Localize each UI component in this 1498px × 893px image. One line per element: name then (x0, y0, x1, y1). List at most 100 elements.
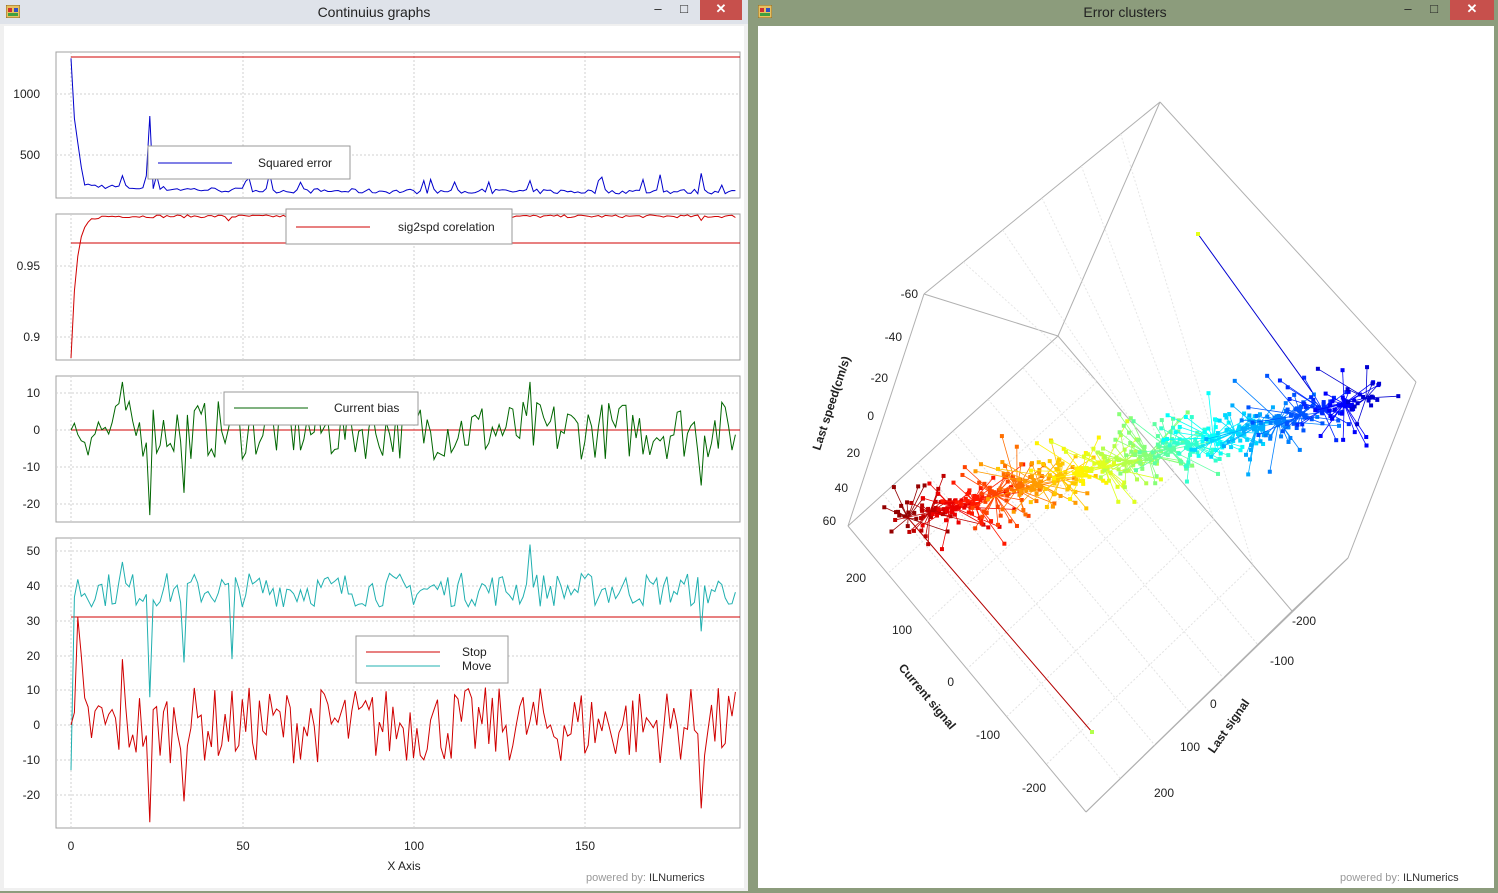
cluster-point (1246, 472, 1250, 476)
cluster-point (1162, 438, 1166, 442)
cluster-point (1156, 434, 1160, 438)
y-tick-label: -200 (1292, 614, 1316, 628)
cluster-point (1125, 419, 1129, 423)
legend-label: sig2spd corelation (398, 220, 495, 234)
y-tick-label: 0 (1210, 697, 1217, 711)
cluster-point (1213, 417, 1217, 421)
3d-cluster-plot[interactable]: -60-40-2002040602001000-100-200-200-1000… (758, 26, 1494, 888)
cluster-point (1135, 477, 1139, 481)
y-tick-label: 0.9 (23, 330, 40, 344)
z-tick-label: 40 (835, 481, 849, 495)
cluster-point (1068, 497, 1072, 501)
cluster-point (921, 496, 925, 500)
cluster-point (1064, 450, 1068, 454)
cluster-point (1292, 393, 1296, 397)
y-tick-label: 10 (27, 386, 41, 400)
cluster-point (1186, 410, 1190, 414)
grid-line (1023, 368, 1258, 645)
outlier-point (1196, 232, 1200, 236)
maximize-button[interactable]: □ (674, 0, 694, 20)
z-axis-title: Last speed(cm/s) (810, 354, 854, 452)
grid-line (963, 262, 1097, 382)
cluster-point (1214, 448, 1218, 452)
title-bar[interactable]: Continuius graphs – □ ✕ (0, 0, 748, 24)
cluster-point (1204, 437, 1208, 441)
close-button[interactable]: ✕ (1450, 0, 1494, 20)
minimize-button[interactable]: – (648, 0, 668, 20)
cluster-point (1153, 422, 1157, 426)
cluster-point (1037, 468, 1041, 472)
x-tick-label: 50 (236, 839, 250, 853)
cluster-point (906, 511, 910, 515)
x-axis-label: X Axis (387, 859, 420, 873)
cluster-point (1053, 492, 1057, 496)
cluster-point (971, 506, 975, 510)
cluster-point (1341, 438, 1345, 442)
cluster-point (1316, 367, 1320, 371)
cluster-point (1174, 430, 1178, 434)
cluster-point (1171, 426, 1175, 430)
cluster-point (1206, 427, 1210, 431)
box-edge (924, 294, 1058, 336)
y-tick-label: -20 (23, 497, 41, 511)
cluster-point (1074, 478, 1078, 482)
cluster-point (1153, 481, 1157, 485)
powered-prefix: powered by: (1340, 872, 1400, 884)
cluster-point (1155, 474, 1159, 478)
cluster-point (1051, 505, 1055, 509)
close-button[interactable]: ✕ (700, 0, 742, 20)
x-tick-label: 100 (404, 839, 424, 853)
cluster-point (1129, 450, 1133, 454)
cluster-point (1313, 408, 1317, 412)
cluster-point (1214, 459, 1218, 463)
outlier-link (1198, 234, 1312, 392)
cluster-point (1074, 473, 1078, 477)
cluster-point (1238, 439, 1242, 443)
cluster-point (1101, 447, 1105, 451)
cluster-point (1073, 501, 1077, 505)
cluster-point (1265, 374, 1269, 378)
title-bar[interactable]: Error clusters – □ ✕ (752, 0, 1498, 24)
cluster-point (1365, 365, 1369, 369)
cluster-point (921, 514, 925, 518)
cluster-point (1099, 452, 1103, 456)
cluster-point (1035, 492, 1039, 496)
cluster-point (1361, 395, 1365, 399)
cluster-point (959, 502, 963, 506)
cluster-point (973, 494, 977, 498)
maximize-button[interactable]: □ (1424, 0, 1444, 20)
cluster-point (1002, 542, 1006, 546)
cluster-point (1275, 414, 1279, 418)
cluster-point (1045, 505, 1049, 509)
cluster-point (1365, 444, 1369, 448)
y-tick-label: 0 (33, 423, 40, 437)
window-title: Continuius graphs (0, 4, 748, 20)
cluster-point (1247, 413, 1251, 417)
cluster-point (1190, 464, 1194, 468)
cluster-point (1258, 427, 1262, 431)
cluster-link (1039, 470, 1040, 484)
minimize-button[interactable]: – (1398, 0, 1418, 20)
cluster-point (920, 503, 924, 507)
x-tick-label: -200 (1022, 781, 1046, 795)
cluster-point (1116, 500, 1120, 504)
legend-label: Stop (462, 645, 487, 659)
z-tick-label: -60 (901, 287, 919, 301)
cluster-point (923, 483, 927, 487)
cluster-point (1295, 423, 1299, 427)
cluster-point (1201, 439, 1205, 443)
cluster-point (936, 492, 940, 496)
z-tick-label: 20 (847, 446, 861, 460)
cluster-point (1286, 385, 1290, 389)
cluster-point (1207, 391, 1211, 395)
x-tick-label: 200 (846, 571, 866, 585)
cluster-point (1019, 462, 1023, 466)
y-tick-label: -10 (23, 460, 41, 474)
y-tick-label: 20 (27, 649, 41, 663)
cluster-point (1324, 392, 1328, 396)
powered-by-label: powered by: ILNumerics (586, 872, 705, 884)
cluster-point (1364, 435, 1368, 439)
cluster-point (998, 487, 1002, 491)
grid-line (1003, 230, 1136, 428)
